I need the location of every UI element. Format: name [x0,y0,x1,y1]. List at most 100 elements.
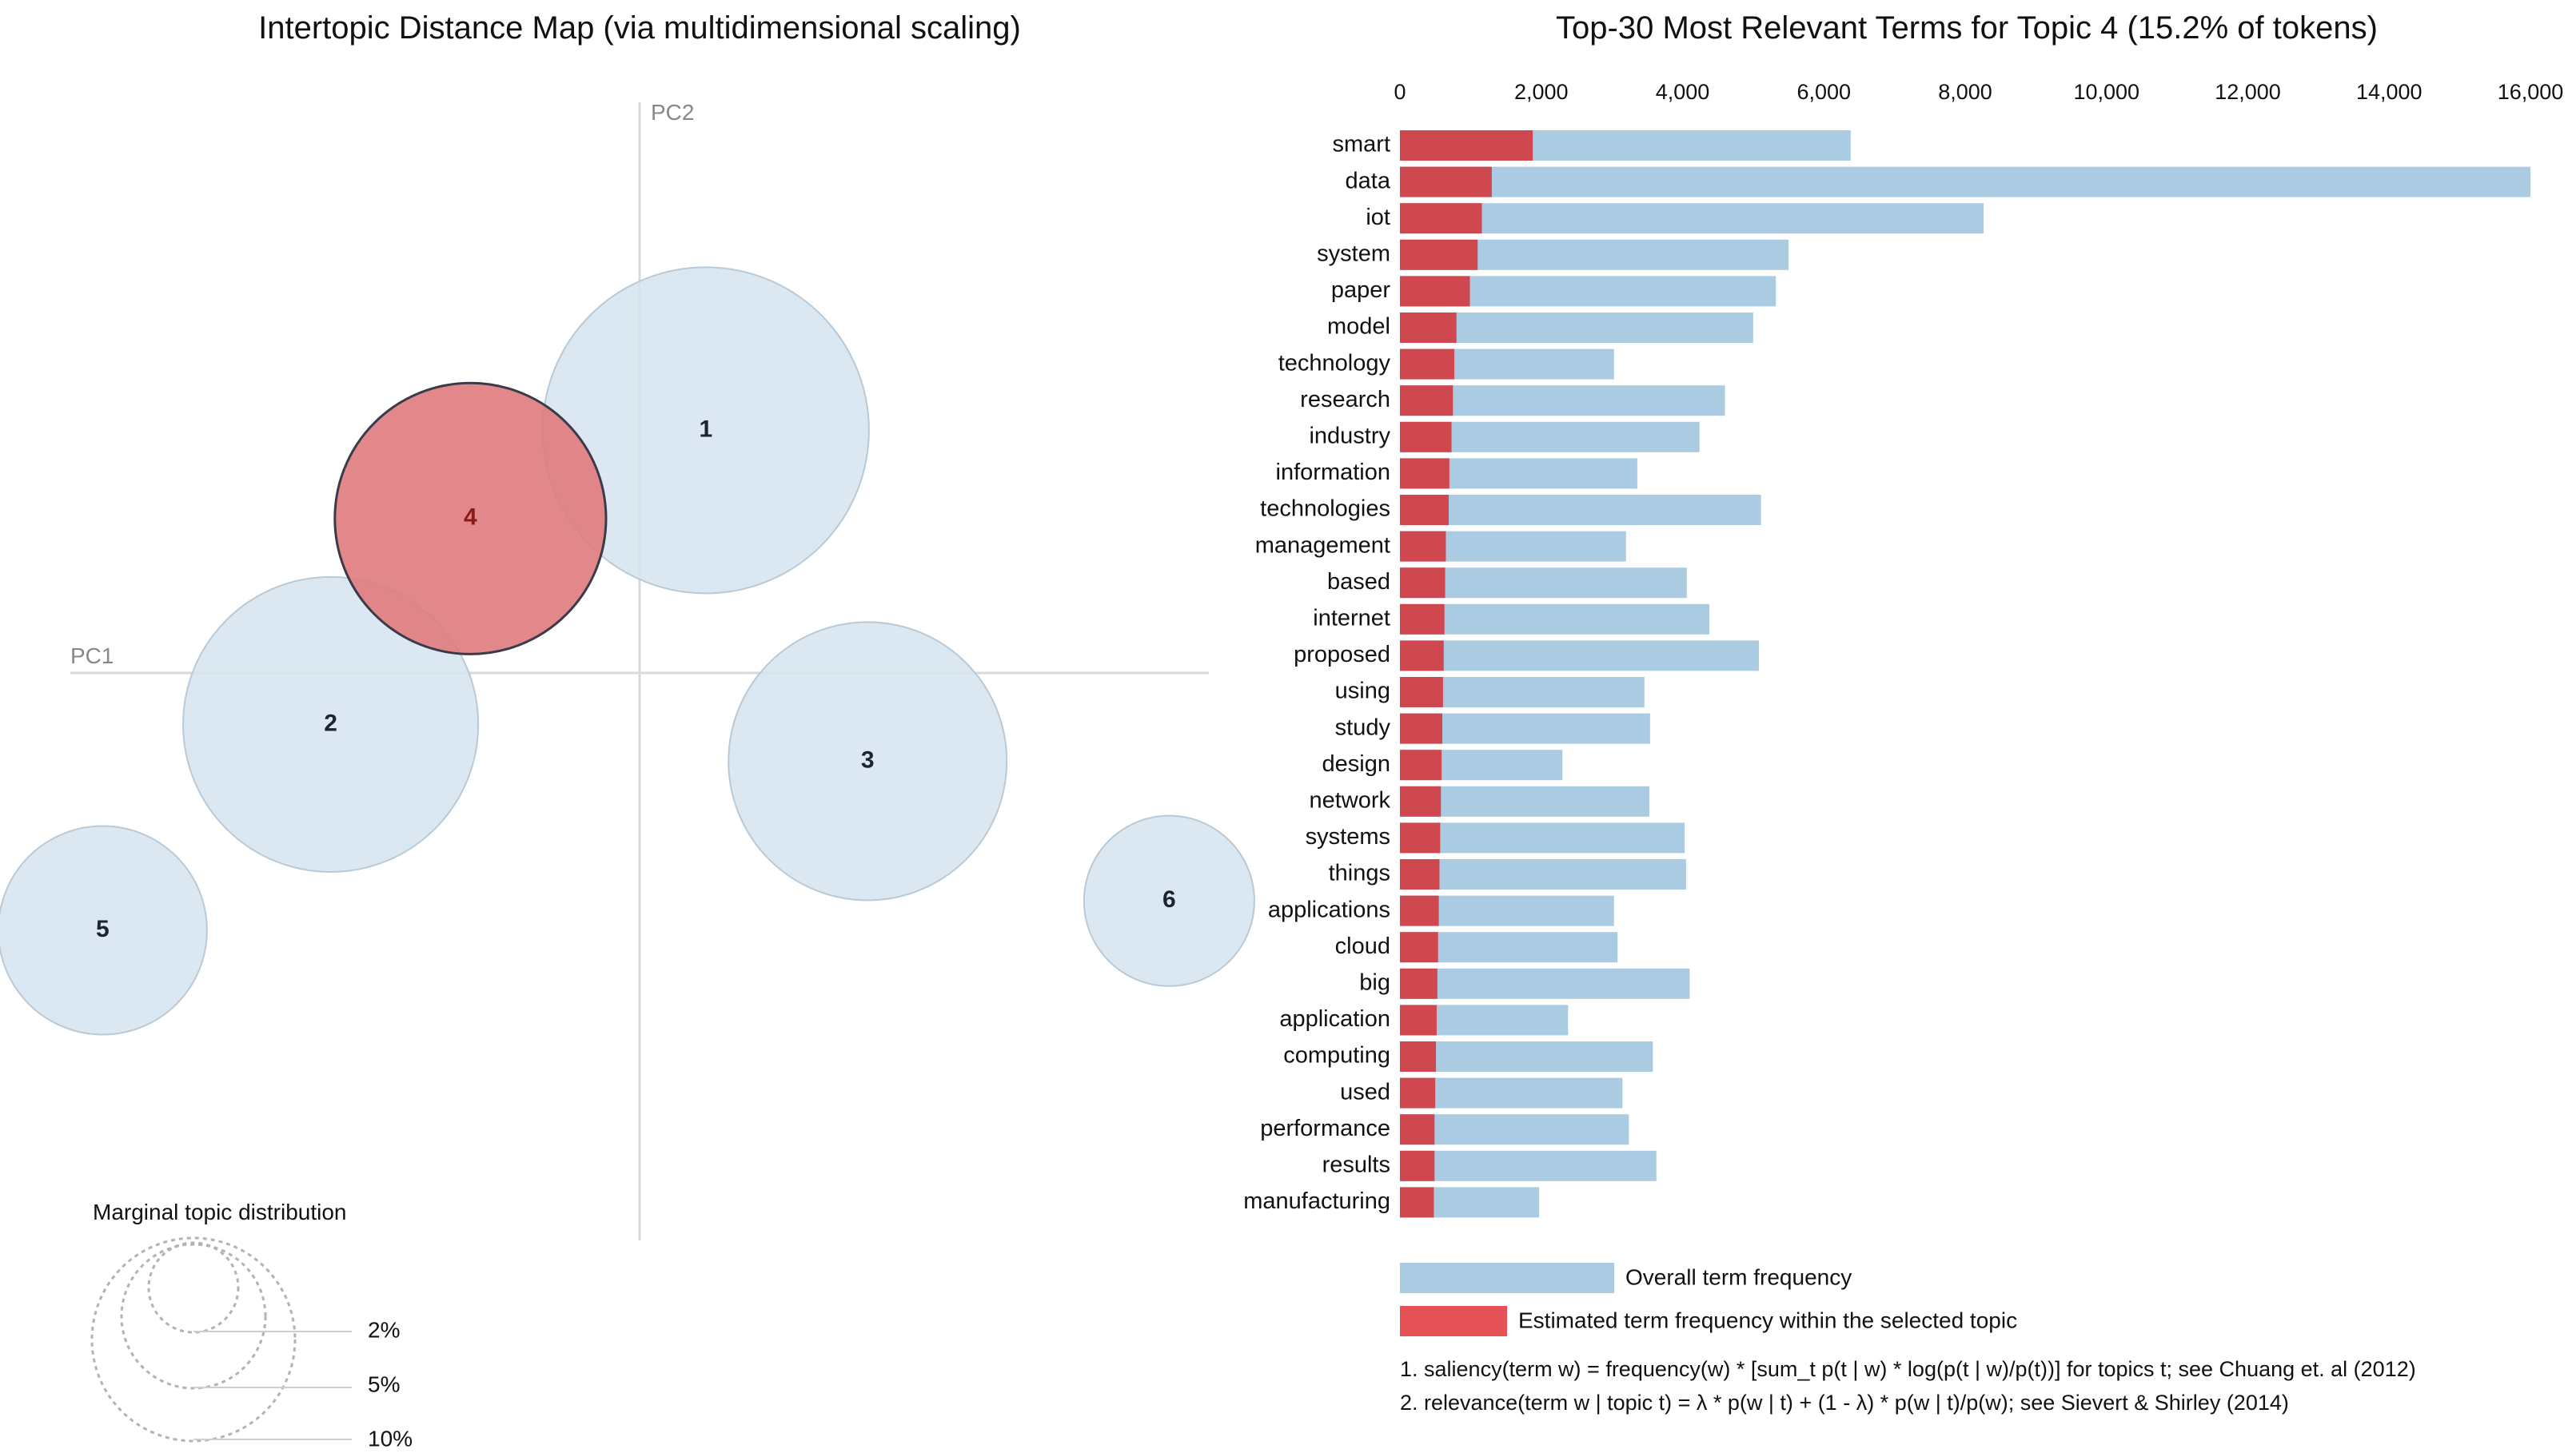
topic-circle-2[interactable] [182,575,480,873]
overall-bar-network[interactable] [1400,786,1649,817]
term-label-industry[interactable]: industry [1309,423,1390,448]
term-label-cloud[interactable]: cloud [1335,934,1390,959]
topic-bar-used[interactable] [1400,1077,1436,1109]
topic-bar-applications[interactable] [1400,895,1439,926]
topic-bar-using[interactable] [1400,677,1443,707]
overall-bar-computing[interactable] [1400,1041,1653,1072]
pc2-label: PC2 [651,100,694,125]
topic-circle-4[interactable] [333,381,608,655]
overall-bar-things[interactable] [1400,859,1686,890]
term-label-iot[interactable]: iot [1366,205,1390,230]
topic-bar-technology[interactable] [1400,348,1455,380]
topic-bar-design[interactable] [1400,750,1442,781]
pc1-label: PC1 [70,643,114,668]
x-tick-label: 4,000 [1656,80,1710,104]
term-label-technology[interactable]: technology [1278,350,1391,376]
topic-bar-data[interactable] [1400,166,1492,197]
term-label-network[interactable]: network [1309,787,1390,813]
topic-circle-6[interactable] [1083,814,1255,987]
overall-bar-proposed[interactable] [1400,640,1759,671]
marginal-legend [90,1236,297,1443]
overall-bar-big[interactable] [1400,968,1690,999]
legend-overall-label: Overall term frequency [1625,1264,1852,1289]
term-label-big[interactable]: big [1359,969,1390,995]
term-label-design[interactable]: design [1322,751,1390,777]
term-label-model[interactable]: model [1327,314,1390,340]
topic-bar-manufacturing[interactable] [1400,1187,1434,1218]
overall-bar-data[interactable] [1400,166,2530,197]
topic-bar-network[interactable] [1400,786,1442,817]
term-label-study[interactable]: study [1335,715,1391,740]
topic-bar-application[interactable] [1400,1005,1437,1036]
overall-bar-technologies[interactable] [1400,495,1761,525]
overall-bar-iot[interactable] [1400,203,1984,234]
topic-circles[interactable]: 1 2 3 5 6 4 [0,266,1255,1036]
term-bars[interactable]: smart data iot system paper model technology re… [1243,130,2530,1218]
legend-label-10pct: 10% [368,1426,413,1451]
overall-bar-internet[interactable] [1400,603,1710,635]
term-label-systems[interactable]: systems [1306,824,1390,850]
topic-label-3: 3 [861,746,875,773]
topic-bar-information[interactable] [1400,458,1449,489]
topic-bar-paper[interactable] [1400,276,1470,307]
term-label-manufacturing[interactable]: manufacturing [1243,1188,1390,1214]
overall-bar-based[interactable] [1400,567,1687,599]
term-label-using[interactable]: using [1335,679,1390,704]
term-label-system[interactable]: system [1317,241,1390,266]
topic-bar-smart[interactable] [1400,130,1533,161]
overall-bar-performance[interactable] [1400,1114,1629,1145]
term-label-information[interactable]: information [1276,460,1390,485]
term-label-management[interactable]: management [1255,532,1390,558]
topic-bar-iot[interactable] [1400,203,1482,234]
topic-circle-3[interactable] [728,621,1008,902]
overall-bar-results[interactable] [1400,1150,1657,1181]
overall-bar-research[interactable] [1400,385,1725,416]
term-label-applications[interactable]: applications [1268,897,1390,922]
overall-bar-used[interactable] [1400,1077,1623,1109]
marginal-legend-lines [193,1331,352,1440]
topic-bar-based[interactable] [1400,567,1446,599]
topic-label-5: 5 [96,916,110,942]
topic-bar-model[interactable] [1400,312,1457,343]
topic-bar-technologies[interactable] [1400,495,1449,525]
overall-bar-systems[interactable] [1400,822,1685,854]
x-tick-label: 2,000 [1514,80,1569,104]
topic-bar-big[interactable] [1400,968,1438,999]
topic-bar-results[interactable] [1400,1150,1435,1181]
term-label-internet[interactable]: internet [1313,605,1390,631]
x-tick-label: 8,000 [1938,80,1992,104]
term-label-smart[interactable]: smart [1333,132,1391,157]
term-label-proposed[interactable]: proposed [1294,642,1390,667]
term-label-application[interactable]: application [1279,1006,1390,1032]
legend-label-5pct: 5% [368,1371,400,1396]
term-label-performance[interactable]: performance [1260,1116,1390,1141]
term-label-data[interactable]: data [1346,168,1391,193]
term-label-research[interactable]: research [1300,387,1390,412]
term-label-used[interactable]: used [1340,1079,1390,1105]
x-tick-label: 12,000 [2215,80,2281,104]
topic-bar-systems[interactable] [1400,822,1441,854]
topic-bar-proposed[interactable] [1400,640,1444,671]
term-label-based[interactable]: based [1327,569,1390,595]
term-label-technologies[interactable]: technologies [1260,496,1390,522]
topic-circle-5[interactable] [0,825,208,1036]
topic-bar-performance[interactable] [1400,1114,1435,1145]
term-label-paper[interactable]: paper [1331,277,1391,303]
topic-bar-industry[interactable] [1400,421,1452,452]
overall-bar-model[interactable] [1400,312,1753,343]
term-label-computing[interactable]: computing [1283,1043,1390,1069]
topic-bar-management[interactable] [1400,531,1446,562]
term-label-results[interactable]: results [1322,1152,1390,1177]
topic-bar-cloud[interactable] [1400,932,1438,963]
topic-bar-internet[interactable] [1400,603,1445,635]
topic-label-2: 2 [324,710,337,736]
legend-estimated-swatch [1400,1306,1507,1336]
topic-bar-system[interactable] [1400,239,1478,270]
term-label-things[interactable]: things [1329,861,1390,886]
topic-bar-study[interactable] [1400,713,1443,744]
topic-bar-things[interactable] [1400,859,1440,890]
legend-overall-swatch [1400,1263,1614,1293]
legend-circle-2pct [147,1241,240,1334]
topic-bar-research[interactable] [1400,385,1453,416]
topic-bar-computing[interactable] [1400,1041,1437,1072]
